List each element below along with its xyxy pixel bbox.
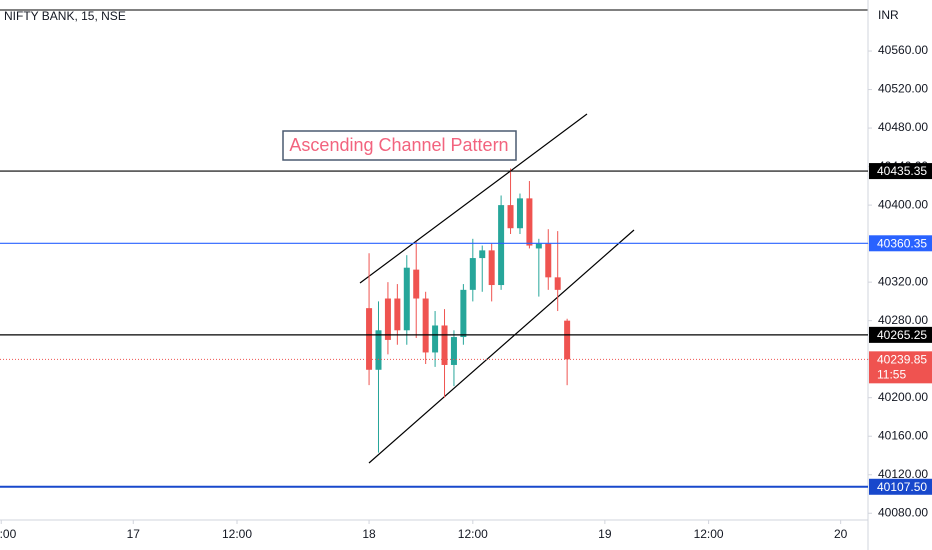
- candle-body: [460, 289, 467, 338]
- y-tick-label: 40280.00: [878, 313, 928, 327]
- candle-body: [422, 298, 429, 353]
- y-tick-label: 40560.00: [878, 43, 928, 57]
- price-tag: [869, 163, 932, 180]
- x-tick-label: 12:00: [694, 527, 724, 541]
- candle-body: [403, 267, 410, 331]
- candle-body: [535, 243, 542, 249]
- annotation-box: [282, 130, 517, 161]
- candle-body: [479, 250, 486, 259]
- candle-body: [375, 330, 382, 370]
- candle-body: [564, 320, 571, 360]
- price-tag: [869, 478, 932, 495]
- x-tick-label: 20: [834, 527, 848, 541]
- x-tick-label: 18: [362, 527, 376, 541]
- candle-body: [394, 298, 401, 331]
- x-tick-label: 17: [127, 527, 141, 541]
- candle-body: [432, 325, 439, 353]
- countdown: 11:55: [877, 368, 906, 382]
- candle-body: [554, 277, 561, 290]
- y-tick-label: 40120.00: [878, 467, 928, 481]
- x-tick-label: 12:00: [0, 527, 17, 541]
- candle-body: [366, 308, 373, 370]
- x-tick-label: 12:00: [458, 527, 488, 541]
- y-tick-label: 40480.00: [878, 120, 928, 134]
- y-tick-label: 40160.00: [878, 428, 928, 442]
- currency: INR: [878, 8, 899, 22]
- candle-body: [441, 325, 448, 365]
- y-tick-label: 40200.00: [878, 390, 928, 404]
- price-tag-label: 40360.35: [877, 236, 927, 250]
- annotation: Ascending Channel Pattern: [289, 135, 508, 155]
- candle-body: [507, 205, 514, 229]
- y-tick-label: 40400.00: [878, 197, 928, 211]
- candle-body: [413, 269, 420, 299]
- candle-body: [545, 243, 552, 278]
- price-tag-label: 40265.25: [877, 328, 927, 342]
- candle-body: [516, 198, 523, 229]
- y-tick-label: 40320.00: [878, 274, 928, 288]
- y-tick-label: 40520.00: [878, 82, 928, 96]
- last-price-label: 40239.85: [877, 353, 927, 367]
- candle-body: [488, 250, 495, 286]
- candle-body: [526, 198, 533, 246]
- candle-body: [469, 258, 476, 290]
- channel-lower: [368, 229, 635, 464]
- price-tag-label: 40435.35: [877, 164, 927, 178]
- candle-body: [450, 337, 457, 365]
- price-tag: [869, 235, 932, 252]
- x-tick-label: 12:00: [222, 527, 252, 541]
- y-tick-label: 40080.00: [878, 505, 928, 519]
- candle-body: [498, 205, 505, 286]
- channel-upper: [359, 113, 588, 284]
- chart-title: NIFTY BANK, 15, NSE: [4, 9, 126, 23]
- price-tag-label: 40107.50: [877, 480, 927, 494]
- price-tag: [869, 326, 932, 343]
- x-tick-label: 19: [598, 527, 612, 541]
- candle-body: [384, 298, 391, 340]
- last-price-tag: [869, 351, 932, 384]
